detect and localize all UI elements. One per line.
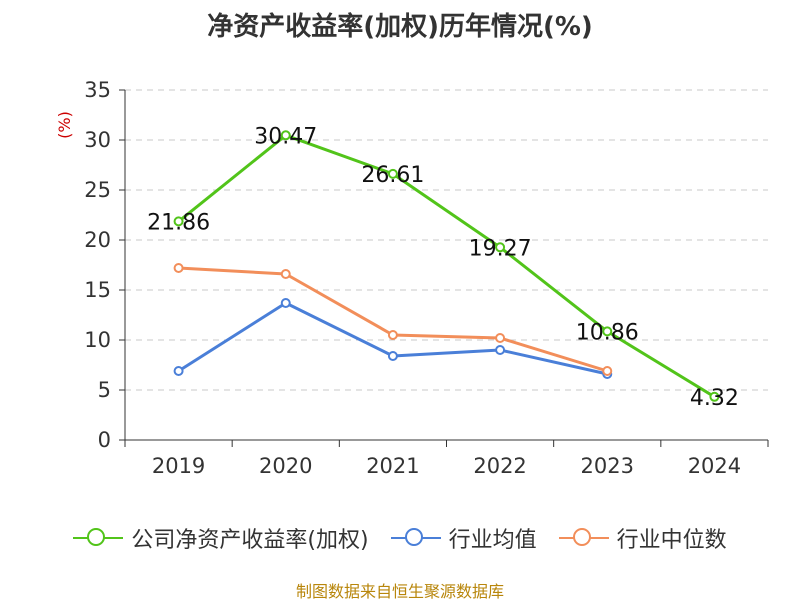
data-point-industry_avg bbox=[387, 351, 398, 361]
x-tick-label: 2024 bbox=[688, 454, 741, 478]
y-tick-label: 0 bbox=[98, 428, 111, 452]
y-tick-label: 25 bbox=[84, 178, 111, 202]
data-label: 30.47 bbox=[254, 124, 317, 149]
y-tick-label: 20 bbox=[84, 228, 111, 252]
data-point-industry_avg bbox=[280, 298, 291, 308]
legend-label: 公司净资产收益率(加权) bbox=[131, 528, 369, 553]
y-tick-label: 5 bbox=[98, 378, 111, 402]
x-tick-label: 2022 bbox=[473, 454, 526, 478]
legend-marker-icon bbox=[558, 526, 609, 550]
data-label: 4.32 bbox=[690, 386, 739, 411]
data-point-company bbox=[280, 130, 291, 141]
data-source-note: 制图数据来自恒生聚源数据库 bbox=[295, 582, 504, 601]
data-point-industry_median bbox=[280, 269, 291, 279]
data-point-industry_median bbox=[602, 366, 613, 376]
legend-item-company[interactable]: 公司净资产收益率(加权) bbox=[73, 522, 369, 554]
x-tick-label: 2021 bbox=[366, 454, 419, 478]
chart-legend: 公司净资产收益率(加权) 行业均值 行业中位数 bbox=[0, 520, 800, 556]
data-point-industry_median bbox=[387, 330, 398, 340]
data-point-company bbox=[387, 168, 398, 179]
y-tick-label: 35 bbox=[84, 78, 111, 102]
y-tick-label: 15 bbox=[84, 278, 111, 302]
legend-marker-icon bbox=[73, 526, 124, 550]
data-point-company bbox=[602, 326, 613, 337]
legend-marker-icon bbox=[390, 526, 441, 550]
legend-label: 行业均值 bbox=[448, 528, 537, 553]
data-point-company bbox=[495, 242, 506, 253]
series-line-company bbox=[177, 133, 716, 399]
data-point-company bbox=[709, 391, 720, 402]
data-label: 21.86 bbox=[147, 210, 210, 235]
data-point-industry_median bbox=[495, 333, 506, 343]
data-label: 26.61 bbox=[361, 163, 424, 188]
x-tick-label: 2019 bbox=[152, 454, 205, 478]
y-axis-label: (%) bbox=[55, 111, 74, 139]
data-point-industry_median bbox=[173, 263, 184, 273]
data-label: 19.27 bbox=[469, 236, 532, 261]
x-tick-label: 2023 bbox=[581, 454, 634, 478]
chart-title: 净资产收益率(加权)历年情况(%) bbox=[207, 12, 593, 42]
y-tick-label: 30 bbox=[84, 128, 111, 152]
legend-label: 行业中位数 bbox=[616, 528, 727, 553]
data-point-industry_avg bbox=[495, 345, 506, 355]
legend-item-industry-avg[interactable]: 行业均值 bbox=[390, 522, 537, 554]
y-tick-label: 10 bbox=[84, 328, 111, 352]
legend-item-industry-median[interactable]: 行业中位数 bbox=[558, 522, 727, 554]
data-label: 10.86 bbox=[576, 320, 639, 345]
data-point-company bbox=[173, 216, 184, 227]
data-point-industry_avg bbox=[173, 366, 184, 376]
x-tick-label: 2020 bbox=[259, 454, 312, 478]
